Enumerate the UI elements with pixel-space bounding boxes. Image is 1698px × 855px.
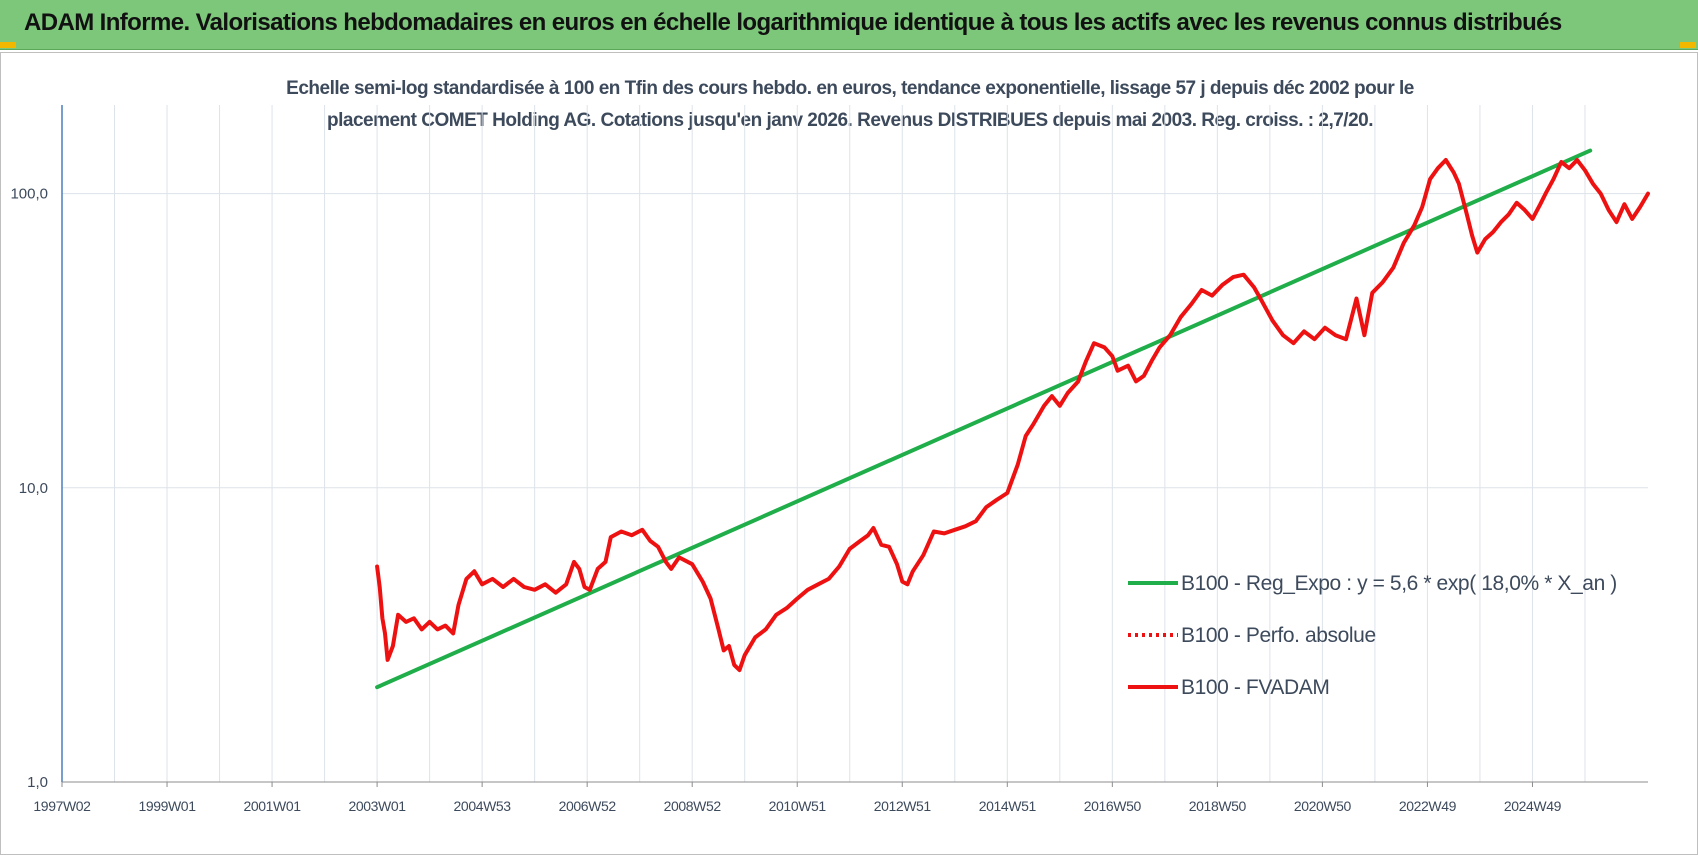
chart-area [0, 52, 1698, 855]
x-tick-label: 2014W51 [979, 798, 1037, 814]
legend-label: B100 - Perfo. absolue [1181, 624, 1376, 647]
legend-label: B100 - Reg_Expo : y = 5,6 * exp( 18,0% *… [1181, 572, 1617, 595]
y-tick-label: 10,0 [19, 480, 48, 497]
x-tick-label: 2004W53 [454, 798, 512, 814]
page-title: ADAM Informe. Valorisations hebdomadaire… [24, 9, 1562, 36]
gridlines [62, 105, 1648, 783]
legend: B100 - Reg_Expo : y = 5,6 * exp( 18,0% *… [1128, 572, 1617, 699]
x-tick-label: 2001W01 [243, 798, 301, 814]
trend-line-reg-expo [375, 148, 1593, 690]
corner-marker-top-left [0, 42, 16, 48]
series-layer [375, 148, 1650, 690]
y-tick-label: 100,0 [10, 186, 48, 203]
chart-title-line-1: Echelle semi-log standardisée à 100 en T… [286, 78, 1414, 99]
x-tick-label: 2008W52 [664, 798, 722, 814]
x-tick-label: 2003W01 [349, 798, 407, 814]
x-tick-label: 1997W02 [33, 798, 91, 814]
x-tick-label: 2022W49 [1399, 798, 1457, 814]
x-tick-label: 2012W51 [874, 798, 932, 814]
corner-marker-top-right [1680, 42, 1696, 48]
x-tick-label: 2010W51 [769, 798, 827, 814]
y-tick-label: 1,0 [27, 774, 48, 791]
x-tick-label: 2020W50 [1294, 798, 1352, 814]
series-line-fvadam [375, 158, 1650, 673]
x-tick-label: 2016W50 [1084, 798, 1142, 814]
x-tick-label: 2024W49 [1504, 798, 1562, 814]
legend-label: B100 - FVADAM [1181, 676, 1329, 699]
x-tick-label: 1999W01 [138, 798, 196, 814]
x-tick-label: 2018W50 [1189, 798, 1247, 814]
header-banner: ADAM Informe. Valorisations hebdomadaire… [0, 0, 1698, 50]
axes: 1,0 10,0 100,0 1997W02 1999W01 2001W01 2003W01… [10, 105, 1648, 814]
x-tick-label: 2006W52 [559, 798, 617, 814]
